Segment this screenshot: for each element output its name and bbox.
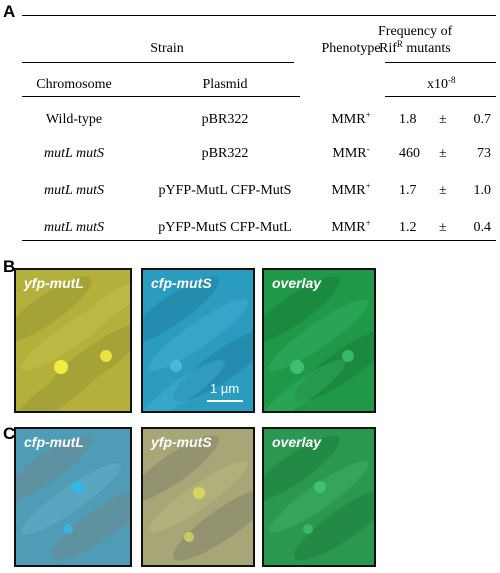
micrograph-yfp-mutl: yfp-mutL — [14, 268, 132, 413]
micrograph-label: overlay — [272, 275, 322, 291]
row-frequency: 460 — [399, 146, 420, 161]
row-chromosome: mutL mutS — [43, 146, 105, 161]
sub-rule-right — [385, 96, 496, 97]
freq-header-line1: Frequency of — [378, 24, 453, 39]
strain-header: Strain — [150, 41, 184, 56]
row-phenotype: MMR+ — [331, 218, 371, 235]
row-error: 0.4 — [473, 220, 492, 235]
chromosome-header: Chromosome — [36, 77, 112, 92]
micrograph-label: overlay — [272, 434, 322, 450]
strain-rule — [22, 62, 294, 63]
panel-c-letter: C — [3, 424, 16, 443]
row-phenotype: MMR+ — [331, 110, 371, 127]
row-error: 0.7 — [473, 112, 492, 127]
micrograph-image — [143, 270, 253, 411]
row-plasmid: pYFP-MutS CFP-MutL — [158, 220, 292, 235]
row-error: 1.0 — [473, 183, 492, 198]
panel-b-letter: B — [3, 257, 16, 276]
row-pm: ± — [439, 183, 447, 198]
micrograph-label: yfp-mutL — [24, 275, 84, 291]
row-plasmid: pBR322 — [201, 146, 249, 161]
row-error: 73 — [477, 146, 491, 161]
micrograph-image — [264, 429, 374, 565]
micrograph-overlay: overlay — [262, 427, 376, 567]
row-chromosome: mutL mutS — [43, 220, 105, 235]
row-chromosome: Wild-type — [45, 112, 103, 127]
micrograph-image — [16, 429, 130, 565]
sub-rule-left — [22, 96, 300, 97]
phenotype-header: Phenotype — [321, 41, 381, 56]
row-chromosome: mutL mutS — [43, 183, 105, 198]
row-phenotype: MMR- — [332, 144, 370, 161]
freq-header-line2: RifR mutants — [379, 39, 451, 56]
micrograph-label: cfp-mutL — [24, 434, 84, 450]
micrograph-image — [264, 270, 374, 411]
row-pm: ± — [439, 112, 447, 127]
scale-bar — [207, 400, 243, 402]
micrograph-cfp-muts: cfp-mutS 1 µm — [141, 268, 255, 413]
row-plasmid: pBR322 — [201, 112, 249, 127]
unit-header: x10-8 — [427, 75, 456, 92]
freq-rule — [385, 62, 496, 63]
scale-bar-label: 1 µm — [210, 381, 240, 396]
row-phenotype: MMR+ — [331, 181, 371, 198]
micrograph-label: yfp-mutS — [151, 434, 212, 450]
micrograph-image — [143, 429, 253, 565]
row-pm: ± — [439, 220, 447, 235]
micrograph-overlay: overlay — [262, 268, 376, 413]
micrograph-label: cfp-mutS — [151, 275, 212, 291]
row-frequency: 1.2 — [399, 220, 417, 235]
micrograph-cfp-mutl: cfp-mutL — [14, 427, 132, 567]
plasmid-header: Plasmid — [202, 77, 248, 92]
micrograph-yfp-muts: yfp-mutS — [141, 427, 255, 567]
micrograph-image — [16, 270, 130, 411]
row-frequency: 1.8 — [399, 112, 417, 127]
table-bottom-rule — [22, 240, 496, 241]
row-plasmid: pYFP-MutL CFP-MutS — [158, 183, 292, 198]
table-top-rule — [22, 15, 496, 16]
row-pm: ± — [439, 146, 447, 161]
row-frequency: 1.7 — [399, 183, 417, 198]
panel-a-letter: A — [3, 2, 16, 21]
